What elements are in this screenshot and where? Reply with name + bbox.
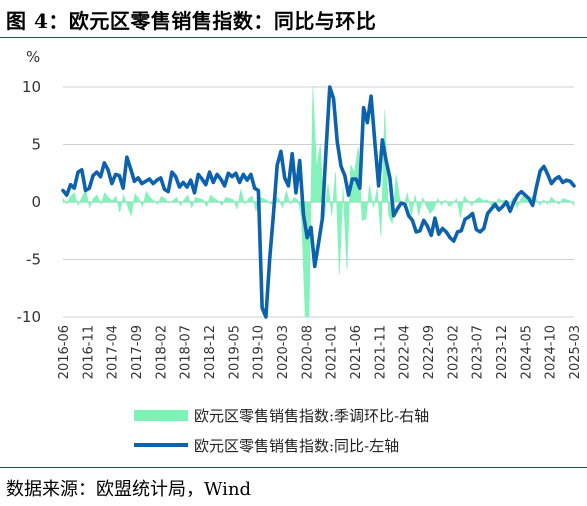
x-tick-label: 2017-04 <box>106 325 121 379</box>
x-tick-label: 2021-06 <box>349 325 364 379</box>
x-tick-label: 2018-02 <box>154 325 169 379</box>
y-axis-unit: % <box>26 48 40 66</box>
x-tick-label: 2023-07 <box>471 325 486 379</box>
footer-divider <box>0 467 587 468</box>
source-note: 数据来源：欧盟统计局，Wind <box>6 479 252 500</box>
x-tick-label: 2020-08 <box>300 325 315 379</box>
y-tick-label: -10 <box>17 308 42 326</box>
title-divider <box>0 37 587 38</box>
x-tick-label: 2018-12 <box>203 325 218 379</box>
x-tick-label: 2025-03 <box>568 325 583 379</box>
legend-label-mom: 欧元区零售销售指数:季调环比-右轴 <box>194 407 429 425</box>
y-tick-label: -5 <box>26 251 41 269</box>
legend: 欧元区零售销售指数:季调环比-右轴 欧元区零售销售指数:同比-左轴 <box>134 407 429 455</box>
chart: % 10 5 0 -5 -10 2016-06 2016-11 2017-04 2017-09… <box>17 48 584 455</box>
x-tick-label: 2019-05 <box>227 325 242 379</box>
mom-series-area <box>62 86 575 318</box>
x-tick-label: 2016-06 <box>57 325 72 379</box>
y-axis-ticks: 10 5 0 -5 -10 <box>17 78 42 326</box>
chart-title: 图 4：欧元区零售销售指数：同比与环比 <box>6 9 377 33</box>
yoy-line-path <box>61 85 576 319</box>
x-tick-label: 2019-10 <box>252 325 267 379</box>
yoy-series-line <box>61 85 576 319</box>
legend-swatch-mom <box>134 410 188 421</box>
x-tick-label: 2023-12 <box>495 325 510 379</box>
x-tick-label: 2017-09 <box>130 325 145 379</box>
x-tick-label: 2020-03 <box>276 325 291 379</box>
x-tick-label: 2023-02 <box>446 325 461 379</box>
x-axis-ticks: 2016-06 2016-11 2017-04 2017-09 2018-02 2018-… <box>57 325 583 379</box>
x-tick-label: 2016-11 <box>81 325 96 379</box>
y-tick-label: 10 <box>22 78 41 96</box>
y-tick-label: 0 <box>31 193 41 211</box>
x-tick-label: 2024-05 <box>519 325 534 379</box>
mom-area-path <box>62 86 575 318</box>
x-tick-label: 2021-01 <box>325 325 340 379</box>
x-tick-label: 2024-10 <box>544 325 559 379</box>
x-tick-label: 2018-07 <box>179 325 194 379</box>
x-tick-label: 2021-11 <box>373 325 388 379</box>
y-tick-label: 5 <box>31 136 41 154</box>
legend-label-yoy: 欧元区零售销售指数:同比-左轴 <box>194 437 399 455</box>
x-tick-label: 2022-04 <box>398 325 413 379</box>
x-tick-label: 2022-09 <box>422 325 437 379</box>
